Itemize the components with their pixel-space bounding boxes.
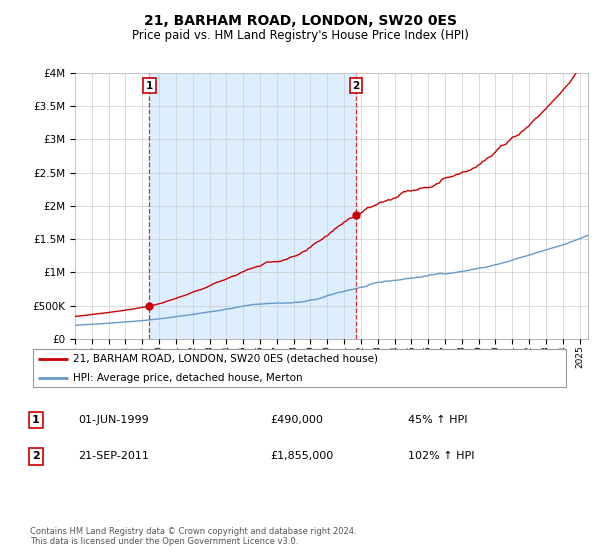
Text: HPI: Average price, detached house, Merton: HPI: Average price, detached house, Mert… [73, 373, 303, 383]
FancyBboxPatch shape [33, 349, 566, 387]
Text: £1,855,000: £1,855,000 [270, 451, 333, 461]
Text: 21, BARHAM ROAD, LONDON, SW20 0ES: 21, BARHAM ROAD, LONDON, SW20 0ES [143, 14, 457, 28]
Text: 21, BARHAM ROAD, LONDON, SW20 0ES (detached house): 21, BARHAM ROAD, LONDON, SW20 0ES (detac… [73, 353, 378, 363]
Text: 2: 2 [32, 451, 40, 461]
Bar [149, 73, 356, 339]
Text: 2: 2 [353, 81, 360, 91]
Text: 01-JUN-1999: 01-JUN-1999 [78, 415, 149, 425]
Text: 1: 1 [32, 415, 40, 425]
Text: Contains HM Land Registry data © Crown copyright and database right 2024.
This d: Contains HM Land Registry data © Crown c… [30, 526, 356, 546]
Text: 21-SEP-2011: 21-SEP-2011 [78, 451, 149, 461]
Text: Price paid vs. HM Land Registry's House Price Index (HPI): Price paid vs. HM Land Registry's House … [131, 29, 469, 42]
Text: 102% ↑ HPI: 102% ↑ HPI [408, 451, 475, 461]
Text: £490,000: £490,000 [270, 415, 323, 425]
Text: 45% ↑ HPI: 45% ↑ HPI [408, 415, 467, 425]
Text: 1: 1 [146, 81, 153, 91]
